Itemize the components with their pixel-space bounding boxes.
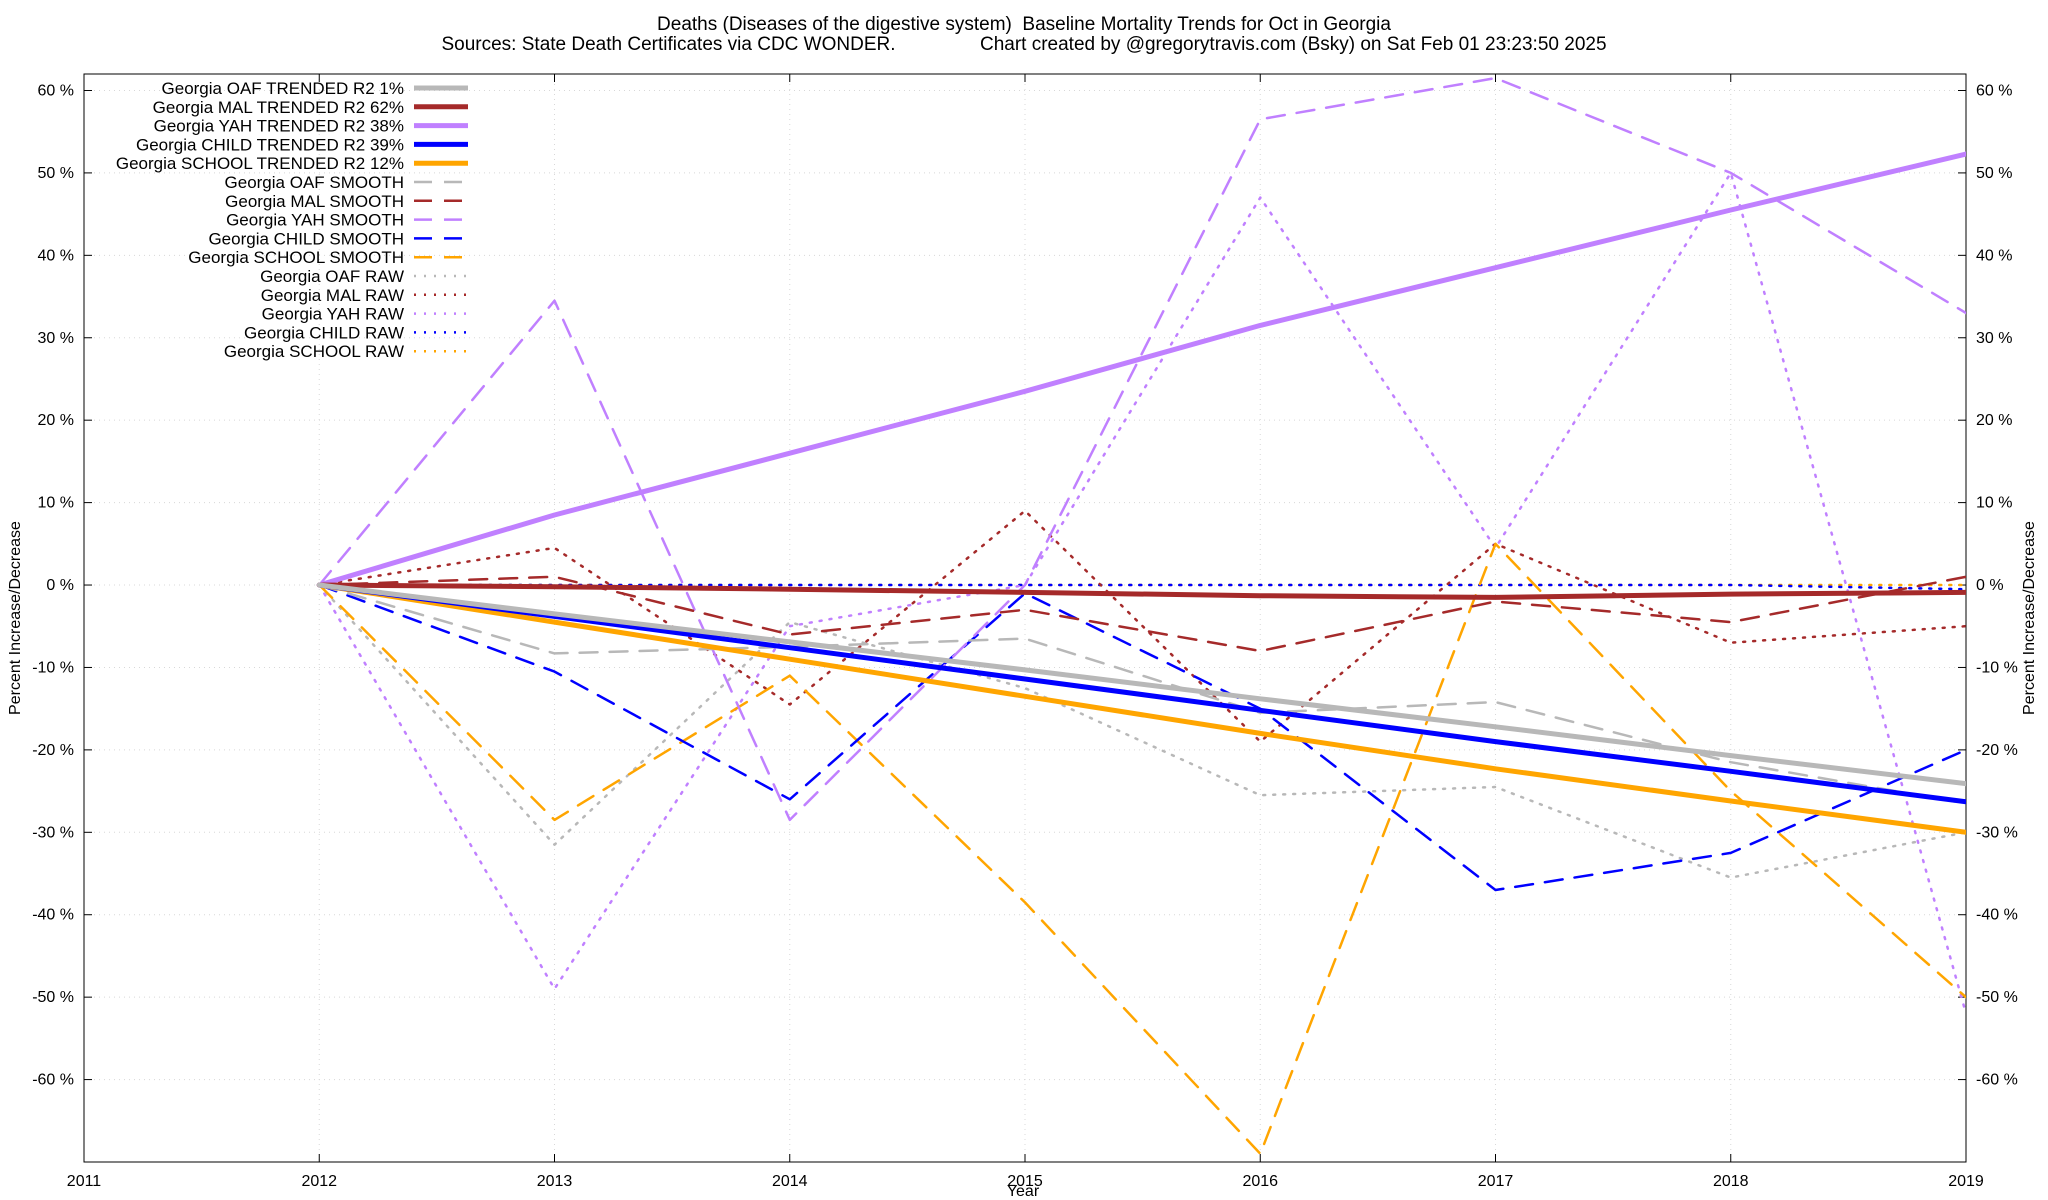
legend-label: Georgia SCHOOL RAW	[224, 342, 404, 361]
x-tick-label: 2012	[301, 1173, 337, 1190]
x-tick-label: 2011	[67, 1173, 102, 1190]
series-line-georgia-yah-trended-r2-38	[316, 151, 1966, 588]
legend-label: Georgia CHILD RAW	[244, 323, 404, 342]
y-tick-label-right: 50 %	[1976, 165, 2012, 182]
y-tick-label-right: -40 %	[1976, 907, 2018, 924]
y-tick-label: -30 %	[32, 824, 74, 841]
y-tick-label-right: 0 %	[1976, 577, 2004, 594]
y-tick-label: 50 %	[38, 165, 74, 182]
y-tick-label: 30 %	[38, 330, 74, 347]
series-line-georgia-oaf-trended-r2-1	[316, 582, 1966, 787]
series-line-georgia-mal-trended-r2-62	[316, 582, 1966, 600]
y-tick-label: 0 %	[46, 577, 74, 594]
series-line-georgia-child-trended-r2-39	[316, 582, 1966, 805]
legend-label: Georgia MAL TRENDED R2 62%	[153, 98, 404, 117]
y-tick-label: 10 %	[38, 495, 74, 512]
y-tick-label-right: -10 %	[1976, 659, 2018, 676]
y-axis-label-right: Percent Increase/Decrease	[2021, 521, 2038, 715]
legend-label: Georgia YAH TRENDED R2 38%	[154, 117, 404, 136]
y-tick-label: 60 %	[38, 82, 74, 99]
x-tick-label: 2017	[1478, 1173, 1514, 1190]
series-line-georgia-yah-smooth	[318, 76, 1966, 822]
legend-label: Georgia OAF SMOOTH	[225, 173, 404, 192]
legend-label: Georgia YAH SMOOTH	[226, 211, 404, 230]
y-tick-label-right: -30 %	[1976, 824, 2018, 841]
legend-label: Georgia CHILD SMOOTH	[208, 229, 404, 248]
y-tick-label: -60 %	[32, 1072, 74, 1089]
series-line-georgia-yah-raw	[318, 171, 1966, 1015]
x-tick-label: 2019	[1948, 1173, 1984, 1190]
y-tick-label-right: 10 %	[1976, 495, 2012, 512]
y-tick-label: -40 %	[32, 907, 74, 924]
x-tick-label: 2016	[1242, 1173, 1278, 1190]
y-tick-label-right: -60 %	[1976, 1072, 2018, 1089]
y-tick-label: -20 %	[32, 742, 74, 759]
series-line-georgia-school-trended-r2-12	[316, 582, 1966, 835]
legend-label: Georgia SCHOOL SMOOTH	[188, 248, 404, 267]
y-tick-label: 40 %	[38, 247, 74, 264]
x-tick-label: 2015	[1007, 1173, 1043, 1190]
y-tick-label-right: 60 %	[1976, 82, 2012, 99]
legend-label: Georgia OAF TRENDED R2 1%	[162, 79, 404, 98]
y-tick-label: -50 %	[32, 989, 74, 1006]
chart-subtitle: Sources: State Death Certificates via CD…	[441, 34, 1607, 55]
series-line-georgia-child-smooth	[318, 583, 1966, 892]
y-axis-label: Percent Increase/Decrease	[7, 521, 24, 715]
series-line-georgia-oaf-smooth	[318, 583, 1966, 805]
y-tick-label-right: 30 %	[1976, 330, 2012, 347]
y-tick-label-right: -50 %	[1976, 989, 2018, 1006]
y-tick-label: 20 %	[38, 412, 74, 429]
x-axis-label: Year	[1007, 1183, 1040, 1200]
series-line-georgia-school-smooth	[318, 542, 1966, 1156]
y-tick-label-right: 40 %	[1976, 247, 2012, 264]
y-tick-label-right: 20 %	[1976, 412, 2012, 429]
legend-label: Georgia MAL SMOOTH	[225, 192, 404, 211]
legend-label: Georgia CHILD TRENDED R2 39%	[136, 135, 404, 154]
y-tick-label-right: -20 %	[1976, 742, 2018, 759]
x-tick-label: 2018	[1713, 1173, 1749, 1190]
legend-label: Georgia YAH RAW	[262, 305, 404, 324]
legend-label: Georgia MAL RAW	[261, 286, 404, 305]
legend: Georgia OAF TRENDED R2 1%Georgia MAL TRE…	[116, 79, 468, 361]
y-tick-label: -10 %	[32, 659, 74, 676]
legend-label: Georgia SCHOOL TRENDED R2 12%	[116, 154, 404, 173]
series-line-georgia-child-raw	[318, 583, 1966, 591]
x-tick-label: 2014	[772, 1173, 808, 1190]
series-line-georgia-mal-raw	[318, 509, 1966, 743]
chart-title: Deaths (Diseases of the digestive system…	[657, 14, 1391, 35]
series-line-georgia-oaf-raw	[318, 583, 1966, 879]
x-tick-label: 2013	[537, 1173, 573, 1190]
legend-label: Georgia OAF RAW	[260, 267, 404, 286]
axis-ticks: 60 % 60 % 50 % 50 % 40 % 40 % 30 % 30 % 20 % 20 %…	[32, 74, 2018, 1190]
data-series	[316, 76, 1966, 1156]
